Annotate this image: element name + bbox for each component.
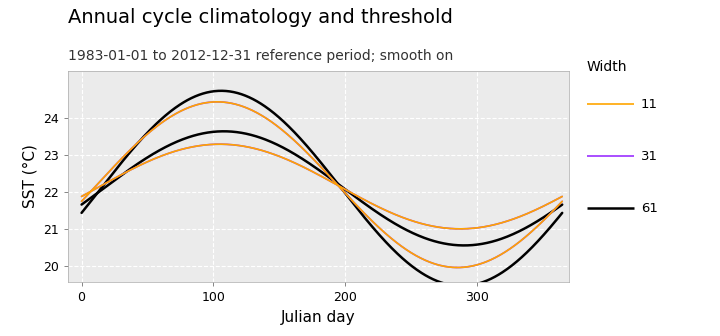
Text: 1983-01-01 to 2012-12-31 reference period; smooth on: 1983-01-01 to 2012-12-31 reference perio… <box>68 49 454 63</box>
Text: 31: 31 <box>641 150 658 163</box>
Text: 61: 61 <box>641 202 657 215</box>
Y-axis label: SST (°C): SST (°C) <box>23 144 38 208</box>
Text: Width: Width <box>587 60 627 75</box>
X-axis label: Julian day: Julian day <box>282 310 356 325</box>
Text: Annual cycle climatology and threshold: Annual cycle climatology and threshold <box>68 8 454 28</box>
Text: 11: 11 <box>641 98 658 111</box>
